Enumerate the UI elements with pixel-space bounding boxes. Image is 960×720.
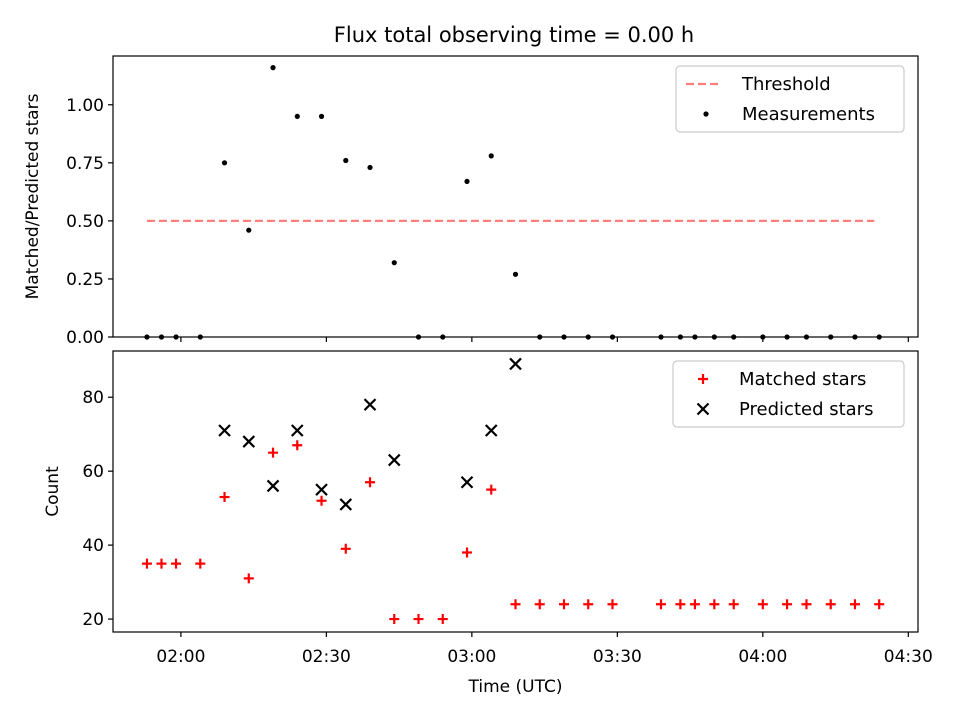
measurements-point (294, 113, 300, 119)
matched-stars-point (709, 599, 720, 610)
predicted-stars-point (387, 453, 401, 467)
matched-stars-point (583, 599, 594, 610)
legend-box (675, 65, 905, 133)
top-panel-frame (112, 55, 919, 338)
measurements-point (464, 178, 470, 185)
measurements-point (221, 160, 228, 166)
measurements-point (270, 65, 276, 71)
ytick-label: 0.00 (66, 328, 104, 348)
matched-stars-point (462, 547, 473, 558)
predicted-stars-point (339, 498, 353, 511)
top-panel-marks (144, 65, 882, 340)
ytick-label: 0.25 (66, 270, 104, 290)
xtick-label: 02:30 (302, 647, 351, 667)
matched-stars-point (156, 558, 167, 569)
top-panel: 0.00 0.25 0.50 0.75 1.00 Matched/Predicted s… (23, 55, 919, 348)
bottom-panel-xticks: 02:00 02:30 03:00 03:30 04:00 04:30 (156, 632, 933, 667)
legend-measurements-label: Measurements (742, 104, 875, 125)
ytick-label: 60 (82, 462, 104, 482)
matched-stars-point (437, 614, 448, 625)
matched-stars-point (534, 599, 545, 610)
matched-stars-point (268, 447, 279, 458)
matched-stars-point (655, 599, 666, 610)
legend-matched-stars-label: Matched stars (739, 369, 866, 390)
ytick-label: 80 (82, 388, 104, 408)
predicted-stars-point (315, 483, 328, 496)
measurements-point (391, 260, 397, 266)
predicted-stars-point (290, 424, 304, 437)
predicted-stars-point (484, 424, 498, 437)
ytick-label: 40 (82, 536, 104, 556)
ytick-label: 0.50 (66, 212, 104, 232)
matched-stars-point (675, 599, 686, 610)
matched-stars-point (757, 599, 768, 610)
matched-stars-point (728, 599, 739, 610)
matched-stars-point (316, 495, 327, 506)
matched-stars-point (689, 599, 700, 610)
top-panel-ylabel: Matched/Predicted stars (23, 93, 43, 299)
ytick-label: 20 (82, 610, 104, 630)
measurements-point (488, 153, 494, 159)
bottom-panel-ylabel: Count (43, 466, 63, 517)
matched-stars-point (825, 599, 836, 610)
legend-predicted-stars-label: Predicted stars (739, 399, 873, 420)
matched-stars-point (486, 484, 497, 495)
matched-stars-point (849, 599, 860, 610)
measurements-point (512, 271, 519, 277)
top-panel-yticks: 0.00 0.25 0.50 0.75 1.00 (66, 96, 113, 348)
top-panel-legend: Threshold Measurements (675, 65, 905, 133)
legend-measurements-swatch (703, 111, 709, 117)
bottom-panel-yticks: 20 40 60 80 (82, 388, 113, 630)
matched-stars-point (607, 599, 618, 610)
predicted-stars-point (460, 475, 474, 489)
matched-stars-point (292, 440, 303, 451)
matched-stars-point (801, 599, 812, 610)
figure-title: Flux total observing time = 0.00 h (334, 23, 694, 47)
legend-matched-stars-swatch (698, 374, 708, 384)
predicted-stars-point (266, 479, 280, 493)
ytick-label: 0.75 (66, 154, 104, 174)
bottom-panel-legend: Matched stars Predicted stars (672, 360, 905, 428)
bottom-panel-marks (141, 357, 885, 625)
bottom-panel-xlabel: Time (UTC) (468, 677, 563, 697)
matched-stars-point (389, 614, 400, 625)
matched-stars-point (365, 477, 376, 488)
xtick-label: 02:00 (156, 647, 205, 667)
ytick-label: 1.00 (66, 96, 104, 116)
measurements-point (367, 164, 373, 171)
matched-stars-point (413, 614, 424, 625)
matched-stars-point (874, 599, 885, 610)
legend-predicted-stars-swatch (696, 402, 710, 416)
legend-box (672, 360, 905, 428)
bottom-panel-frame (112, 350, 919, 633)
matched-stars-point (782, 599, 793, 610)
predicted-stars-point (509, 357, 522, 371)
matched-stars-point (141, 558, 152, 569)
top-panel-xticks (180, 337, 909, 342)
matched-stars-point (195, 558, 206, 569)
predicted-stars-point (363, 398, 377, 411)
legend-threshold-label: Threshold (741, 74, 831, 95)
matched-stars-point (510, 599, 521, 610)
matched-stars-point (558, 599, 569, 610)
matched-stars-point (171, 558, 182, 569)
matched-stars-point (219, 492, 230, 503)
xtick-label: 04:00 (738, 647, 787, 667)
xtick-label: 04:30 (884, 647, 933, 667)
measurements-point (246, 227, 252, 233)
xtick-label: 03:30 (593, 647, 642, 667)
measurements-point (343, 157, 349, 164)
matched-stars-point (243, 573, 254, 584)
xtick-label: 03:00 (447, 647, 496, 667)
predicted-stars-point (218, 424, 231, 437)
matched-stars-point (340, 543, 351, 554)
measurements-point (318, 113, 325, 119)
predicted-stars-point (242, 435, 256, 448)
